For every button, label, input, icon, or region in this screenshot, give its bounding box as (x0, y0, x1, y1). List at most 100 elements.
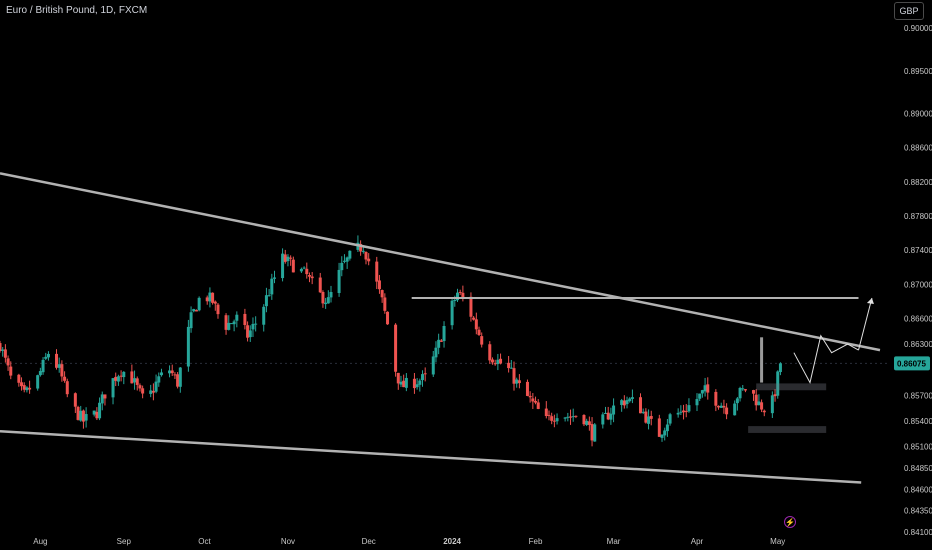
candle-body (224, 315, 228, 330)
last-price-label: 0.86075 (894, 356, 930, 371)
price-tick-label: 0.85400 (904, 417, 932, 426)
candle-body (582, 415, 586, 425)
price-tick-label: 0.87400 (904, 246, 932, 255)
candle-body (563, 417, 567, 419)
candle-body (402, 380, 406, 388)
candle-body (326, 297, 330, 304)
time-tick-label: Apr (691, 537, 704, 546)
range-box (756, 383, 827, 391)
candle-body (318, 277, 322, 293)
candle-body (289, 257, 293, 259)
candle-body (453, 299, 457, 302)
candle-body (509, 367, 513, 369)
currency-button[interactable]: GBP (894, 2, 924, 20)
price-tick-label: 0.84600 (904, 485, 932, 494)
time-tick-label: Sep (117, 537, 132, 546)
candle-body (515, 379, 519, 384)
candle-body (251, 323, 255, 330)
time-tick-label: Aug (33, 537, 47, 546)
candle-body (722, 405, 726, 408)
price-tick-label: 0.87000 (904, 280, 932, 289)
candle-body (574, 415, 578, 417)
candle-body (625, 400, 629, 405)
candle-body (534, 400, 538, 403)
candle-body (571, 416, 575, 418)
candle-body (687, 405, 691, 412)
candle-body (649, 416, 653, 419)
time-tick-label: Dec (362, 537, 376, 546)
price-tick-label: 0.88200 (904, 178, 932, 187)
candle-body (22, 385, 26, 390)
price-tick-label: 0.89500 (904, 67, 932, 76)
candle-body (544, 408, 548, 417)
candle-body (367, 258, 371, 262)
candle-body (216, 304, 220, 315)
time-tick-label: Nov (281, 537, 295, 546)
candle-body (141, 388, 145, 394)
candle-body (507, 362, 511, 369)
candle-body (593, 424, 597, 442)
candle-body (423, 373, 427, 375)
candle-body (762, 410, 766, 413)
candle-body (243, 313, 247, 326)
lightning-icon[interactable]: ⚡ (784, 516, 796, 528)
candle-body (84, 414, 88, 421)
candle-body (65, 381, 69, 395)
candle-body (399, 381, 403, 385)
candle-body (57, 364, 61, 368)
candle-body (752, 390, 756, 394)
price-tick-label: 0.85100 (904, 443, 932, 452)
candle-body (743, 389, 747, 391)
candle-body (612, 405, 616, 415)
candle-body (525, 381, 529, 396)
candle-body (455, 292, 459, 301)
candle-body (63, 376, 67, 381)
candle-body (404, 377, 408, 388)
candle-body (641, 411, 645, 413)
candle-body (95, 411, 99, 419)
candle-body (345, 257, 349, 262)
candle-body (601, 414, 605, 425)
candle-body (609, 413, 613, 420)
upper-trendline (0, 172, 881, 352)
candle-body (159, 372, 163, 376)
candle-body (663, 430, 667, 436)
candle-body (321, 291, 325, 304)
candle-body (735, 398, 739, 404)
candle-body (434, 347, 438, 358)
candle-body (1, 349, 5, 351)
candle-body (383, 297, 387, 311)
last-price-badge (894, 356, 930, 371)
candle-body (695, 399, 699, 406)
time-tick-label: May (770, 537, 785, 546)
candle-body (133, 378, 137, 383)
candle-body (770, 395, 774, 414)
candle-body (490, 359, 494, 363)
candle-body (415, 384, 419, 388)
candle-body (60, 364, 64, 377)
candle-body (517, 380, 521, 384)
candle-body (364, 251, 368, 260)
candle-body (194, 310, 198, 312)
candle-body (286, 256, 290, 262)
candle-body (3, 349, 7, 358)
candle-body (590, 424, 594, 441)
time-axis[interactable]: Aug Sep Oct Nov Dec 2024 Feb Mar Apr May (33, 537, 785, 546)
candle-body (9, 366, 13, 376)
candle-body (450, 300, 454, 326)
candle-body (668, 414, 672, 424)
candle-body (778, 363, 782, 373)
candle-body (585, 420, 589, 425)
candle-body (493, 363, 497, 365)
candle-body (262, 306, 266, 325)
candle-body (81, 410, 85, 422)
candle-body (20, 382, 24, 387)
candle-body (638, 397, 642, 414)
candle-body (0, 343, 2, 351)
price-tick-label: 0.86300 (904, 340, 932, 349)
candle-body (437, 339, 441, 348)
candle-body (477, 329, 481, 335)
candle-body (213, 301, 217, 304)
price-axis[interactable]: 0.90000 0.89500 0.89000 0.88600 0.88200 0.878… (904, 24, 932, 537)
